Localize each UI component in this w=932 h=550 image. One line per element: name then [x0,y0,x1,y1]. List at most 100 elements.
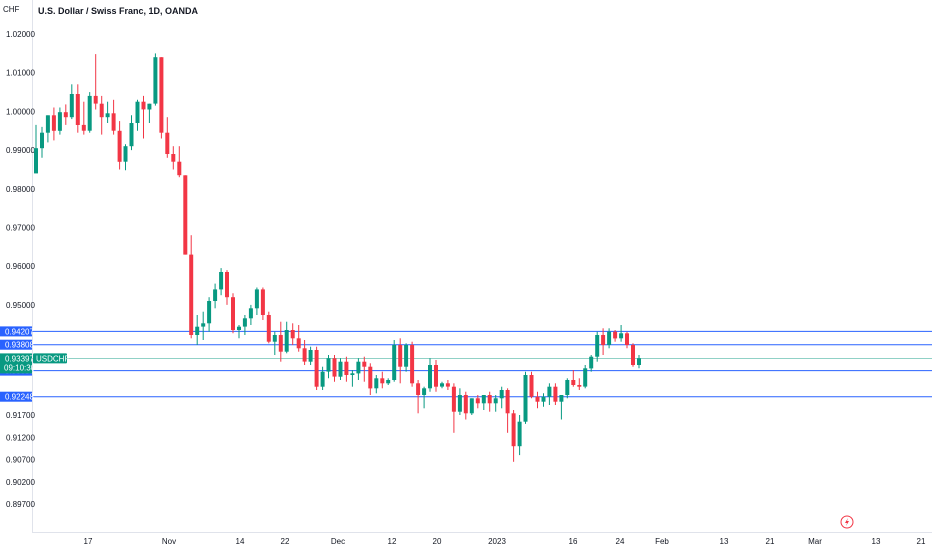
candle[interactable] [141,95,146,139]
candle[interactable] [284,321,289,354]
candle[interactable] [159,57,164,139]
candle[interactable] [201,311,206,340]
candle[interactable] [225,270,229,305]
candle[interactable] [511,410,516,462]
candle[interactable] [34,124,38,174]
candle[interactable] [475,395,480,409]
candle[interactable] [81,101,86,135]
candle[interactable] [272,331,277,355]
candle[interactable] [374,375,379,394]
candle[interactable] [535,391,540,409]
candle[interactable] [368,363,373,395]
candle[interactable] [189,235,194,339]
candle[interactable] [69,84,74,120]
candle[interactable] [613,330,618,342]
candle[interactable] [111,99,116,135]
candle[interactable] [135,99,140,131]
candle[interactable] [123,144,128,171]
candle[interactable] [428,358,432,392]
candle[interactable] [451,383,456,433]
candle[interactable] [242,315,247,335]
candle[interactable] [499,386,504,409]
candle[interactable] [266,311,271,344]
candle[interactable] [559,395,564,420]
candle[interactable] [87,92,92,133]
candle[interactable] [577,378,582,390]
candle[interactable] [565,378,570,399]
candle[interactable] [165,117,170,158]
candle[interactable] [57,107,62,135]
candle[interactable] [213,283,218,309]
candle[interactable] [481,395,486,410]
price-axis[interactable]: 1.02000 1.01000 1.00000 0.99000 0.98000 0.970… [6,30,35,509]
candle[interactable] [147,103,152,123]
candle[interactable] [350,370,355,387]
candle[interactable] [40,126,44,158]
candle[interactable] [410,341,415,387]
candle[interactable] [469,398,474,415]
candle[interactable] [487,391,492,412]
candle[interactable] [457,388,462,415]
candle[interactable] [117,121,122,170]
candle[interactable] [595,331,600,362]
candle[interactable] [398,338,403,384]
candle[interactable] [440,381,444,389]
candle[interactable] [493,395,498,412]
candle[interactable] [177,146,182,178]
candle[interactable] [207,297,212,332]
candle[interactable] [278,321,283,362]
candle[interactable] [296,325,301,352]
candle[interactable] [75,84,80,133]
candle[interactable] [422,386,427,409]
candle[interactable] [356,358,361,380]
candle[interactable] [637,355,641,369]
candle[interactable] [631,343,635,367]
candle[interactable] [171,146,176,170]
horizontal-levels[interactable] [32,330,932,398]
candle[interactable] [505,388,510,433]
candle[interactable] [523,371,528,424]
candles[interactable] [34,53,641,462]
candle[interactable] [105,101,110,123]
candle[interactable] [380,371,385,389]
candle[interactable] [416,380,421,414]
candle[interactable] [463,391,468,420]
lightning-icon[interactable] [840,515,854,529]
candle[interactable] [219,268,224,296]
candle[interactable] [392,340,397,382]
candle[interactable] [589,355,594,372]
candle[interactable] [386,378,391,385]
candle[interactable] [93,54,98,110]
candle[interactable] [434,360,438,392]
candle[interactable] [625,331,629,349]
candle[interactable] [517,415,522,456]
candle[interactable] [129,115,134,151]
candle[interactable] [63,104,68,125]
candle[interactable] [99,95,104,135]
candle[interactable] [553,383,558,405]
candle[interactable] [260,287,265,321]
candle[interactable] [314,346,319,390]
candle[interactable] [601,328,606,355]
candle[interactable] [51,107,56,141]
candle[interactable] [248,304,253,325]
candle[interactable] [254,287,259,316]
candle[interactable] [326,355,331,379]
candle[interactable] [290,323,295,345]
candle[interactable] [231,293,235,334]
candle[interactable] [153,53,158,106]
candle[interactable] [320,366,325,390]
candle[interactable] [237,325,241,339]
candle[interactable] [338,358,343,380]
candle[interactable] [195,315,200,345]
candle[interactable] [404,343,409,372]
candle[interactable] [583,365,588,389]
candle[interactable] [607,328,612,349]
candle[interactable] [302,340,307,365]
candle[interactable] [619,325,624,342]
candle[interactable] [183,175,188,255]
candle[interactable] [362,356,367,382]
candle[interactable] [529,371,534,399]
candle[interactable] [541,393,546,407]
